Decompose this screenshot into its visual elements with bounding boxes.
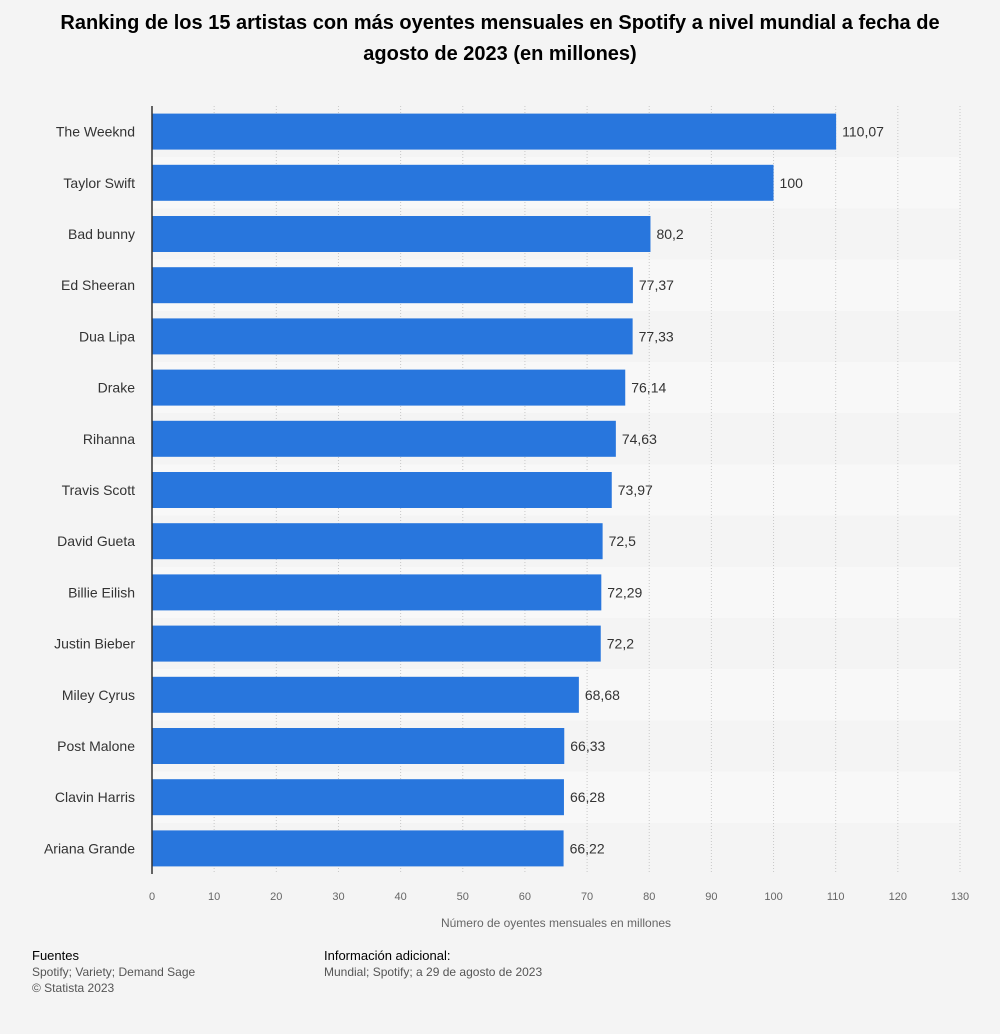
category-label: Justin Bieber [54,636,135,652]
value-label: 76,14 [631,380,666,396]
value-label: 72,29 [607,584,642,600]
category-label: Ed Sheeran [61,277,135,293]
x-tick-label: 0 [149,891,155,903]
bar [152,369,626,406]
x-tick-label: 80 [643,891,655,903]
sources-heading: Fuentes [32,948,79,963]
category-label: Miley Cyrus [62,687,135,703]
value-label: 66,22 [570,840,605,856]
value-label: 72,5 [609,533,636,549]
bar [152,472,612,508]
bar [152,625,601,662]
x-tick-label: 100 [764,891,782,903]
x-tick-label: 30 [332,891,344,903]
value-labels: 110,07 100 80,2 77,37 77,33 76,14 74,63 73,97 72… [570,124,885,857]
category-label: The Weeknd [56,124,135,140]
bar [152,676,579,713]
x-tick-label: 50 [457,891,469,903]
bar [152,216,651,252]
category-label: Drake [98,380,136,396]
sources-block: Fuentes Spotify; Variety; Demand Sage © … [32,948,195,996]
additional-info-heading: Información adicional: [324,948,451,963]
value-label: 74,63 [622,431,657,447]
x-tick-label: 10 [208,891,220,903]
category-label: Ariana Grande [44,840,135,856]
category-label: Rihanna [83,431,135,447]
category-label: Travis Scott [62,482,135,498]
x-tick-label: 70 [581,891,593,903]
category-labels: The Weeknd Taylor Swift Bad bunny Ed Sheera… [44,124,135,857]
value-label: 77,37 [639,277,674,293]
value-label: 110,07 [842,124,884,140]
category-label: Dua Lipa [79,328,135,344]
bar [152,574,602,611]
x-tick-label: 60 [519,891,531,903]
bar [152,318,633,355]
value-label: 77,33 [639,328,674,344]
x-tick-labels: 0 10 20 30 40 50 60 70 80 90 100 110 120 130 [149,891,969,903]
x-tick-label: 110 [827,891,845,903]
additional-info-block: Información adicional: Mundial; Spotify;… [324,948,542,980]
bar [152,728,565,764]
value-label: 66,28 [570,789,605,805]
category-label: Billie Eilish [68,584,135,600]
chart-title: Ranking de los 15 artistas con más oyent… [60,12,940,65]
bar [152,267,633,304]
copyright-text[interactable]: © Statista 2023 [32,981,115,995]
category-label: Bad bunny [68,226,135,242]
value-label: 80,2 [656,226,683,242]
x-tick-label: 130 [951,891,969,903]
category-label: David Gueta [57,533,135,549]
additional-info-text: Mundial; Spotify; a 29 de agosto de 2023 [324,965,543,979]
x-tick-label: 90 [705,891,717,903]
x-tick-label: 40 [394,891,406,903]
bar [152,420,616,457]
bar [152,113,837,150]
bar [152,779,564,816]
category-label: Taylor Swift [63,175,135,191]
x-axis-label: Número de oyentes mensuales en millones [441,916,671,930]
sources-text[interactable]: Spotify; Variety; Demand Sage [32,965,196,979]
x-tick-label: 120 [889,891,907,903]
value-label: 100 [780,175,804,191]
value-label: 72,2 [607,636,634,652]
bar [152,830,564,867]
x-tick-label: 20 [270,891,282,903]
bar-chart: The Weeknd Taylor Swift Bad bunny Ed Sheera… [44,106,969,930]
category-label: Clavin Harris [55,789,135,805]
value-label: 66,33 [570,738,605,754]
bar [152,523,603,560]
bars [152,113,837,867]
value-label: 73,97 [618,482,653,498]
category-label: Post Malone [57,738,135,754]
bar [152,164,774,201]
value-label: 68,68 [585,687,620,703]
